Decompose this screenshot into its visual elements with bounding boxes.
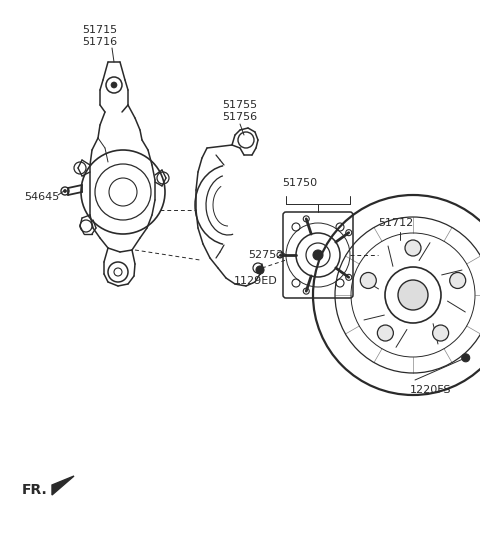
Text: 51716: 51716 <box>82 37 117 47</box>
Text: 1220FS: 1220FS <box>410 385 452 395</box>
Text: 51755: 51755 <box>222 100 257 110</box>
Text: FR.: FR. <box>22 483 48 497</box>
Circle shape <box>377 325 394 341</box>
Text: 51750: 51750 <box>282 178 317 188</box>
Text: 51712: 51712 <box>378 218 413 228</box>
Circle shape <box>256 266 264 274</box>
Polygon shape <box>52 476 74 495</box>
Circle shape <box>398 280 428 310</box>
Text: 51715: 51715 <box>82 25 117 35</box>
Circle shape <box>462 354 470 362</box>
Circle shape <box>63 190 67 192</box>
Text: 54645: 54645 <box>24 192 59 202</box>
Circle shape <box>432 325 449 341</box>
Circle shape <box>360 272 376 288</box>
Text: 1129ED: 1129ED <box>234 276 278 286</box>
Circle shape <box>111 82 117 88</box>
Circle shape <box>313 250 323 260</box>
Circle shape <box>450 272 466 288</box>
Text: 51756: 51756 <box>222 112 257 122</box>
Circle shape <box>405 240 421 256</box>
Text: 52752: 52752 <box>248 250 283 260</box>
